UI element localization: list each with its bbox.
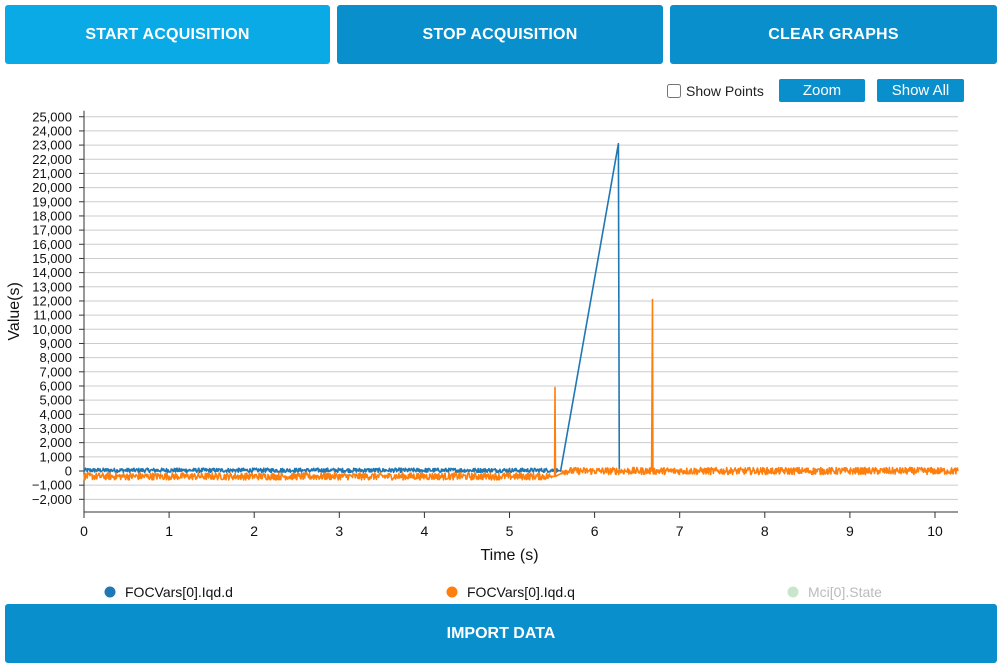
y-tick-label: 12,000 — [32, 293, 72, 308]
legend-label[interactable]: Mci[0].State — [808, 584, 882, 600]
y-tick-label: 13,000 — [32, 279, 72, 294]
clear-graphs-button[interactable]: CLEAR GRAPHS — [670, 5, 997, 64]
x-tick-label: 2 — [250, 523, 258, 539]
legend-marker[interactable] — [446, 586, 458, 598]
series-line-2 — [83, 298, 959, 481]
start-acquisition-button[interactable]: START ACQUISITION — [5, 5, 330, 64]
y-tick-label: 0 — [65, 464, 72, 479]
x-tick-label: 10 — [927, 523, 943, 539]
y-tick-label: 11,000 — [33, 308, 72, 323]
y-tick-label: 15,000 — [32, 251, 72, 266]
show-points-label: Show Points — [686, 82, 764, 99]
y-tick-label: 19,000 — [32, 194, 72, 209]
y-tick-label: 6,000 — [39, 378, 72, 393]
legend-label[interactable]: FOCVars[0].Iqd.q — [467, 584, 575, 600]
y-tick-label: 16,000 — [32, 237, 72, 252]
y-tick-label: 21,000 — [32, 166, 72, 181]
y-tick-label: 2,000 — [39, 435, 72, 450]
x-tick-label: 9 — [846, 523, 854, 539]
legend-label[interactable]: FOCVars[0].Iqd.d — [125, 584, 233, 600]
line-chart[interactable]: −2,000−1,00001,0002,0003,0004,0005,0006,… — [0, 100, 999, 600]
x-tick-label: 5 — [506, 523, 514, 539]
import-data-button[interactable]: IMPORT DATA — [5, 604, 997, 663]
y-tick-label: 14,000 — [32, 265, 72, 280]
x-tick-label: 8 — [761, 523, 769, 539]
y-tick-label: 22,000 — [32, 152, 72, 167]
x-axis-label: Time (s) — [480, 547, 538, 564]
y-tick-label: 17,000 — [32, 223, 72, 238]
y-tick-label: 9,000 — [39, 336, 72, 351]
show-all-button[interactable]: Show All — [877, 79, 964, 102]
y-tick-label: 25,000 — [32, 109, 72, 124]
y-tick-label: 8,000 — [39, 350, 72, 365]
series-line-1 — [83, 142, 621, 474]
x-tick-label: 3 — [335, 523, 343, 539]
stop-acquisition-button[interactable]: STOP ACQUISITION — [337, 5, 663, 64]
y-tick-label: 5,000 — [39, 393, 72, 408]
y-tick-label: 3,000 — [39, 421, 72, 436]
y-tick-label: 1,000 — [39, 449, 72, 464]
show-points-checkbox[interactable] — [667, 83, 681, 98]
y-tick-label: −1,000 — [32, 478, 72, 493]
legend-marker[interactable] — [104, 586, 116, 598]
x-tick-label: 6 — [591, 523, 599, 539]
x-tick-label: 4 — [421, 523, 429, 539]
y-axis-label: Value(s) — [6, 282, 23, 340]
y-tick-label: 18,000 — [32, 208, 72, 223]
x-tick-label: 1 — [165, 523, 173, 539]
legend-marker[interactable] — [787, 586, 799, 598]
y-tick-label: −2,000 — [32, 492, 72, 507]
y-tick-label: 24,000 — [32, 123, 72, 138]
show-points-option[interactable]: Show Points — [667, 79, 764, 102]
x-tick-label: 0 — [80, 523, 88, 539]
zoom-button[interactable]: Zoom — [779, 79, 865, 102]
x-tick-label: 7 — [676, 523, 684, 539]
y-tick-label: 4,000 — [39, 407, 72, 422]
y-tick-label: 7,000 — [39, 364, 72, 379]
y-tick-label: 10,000 — [32, 322, 72, 337]
y-tick-label: 20,000 — [32, 180, 72, 195]
y-tick-label: 23,000 — [32, 138, 72, 153]
